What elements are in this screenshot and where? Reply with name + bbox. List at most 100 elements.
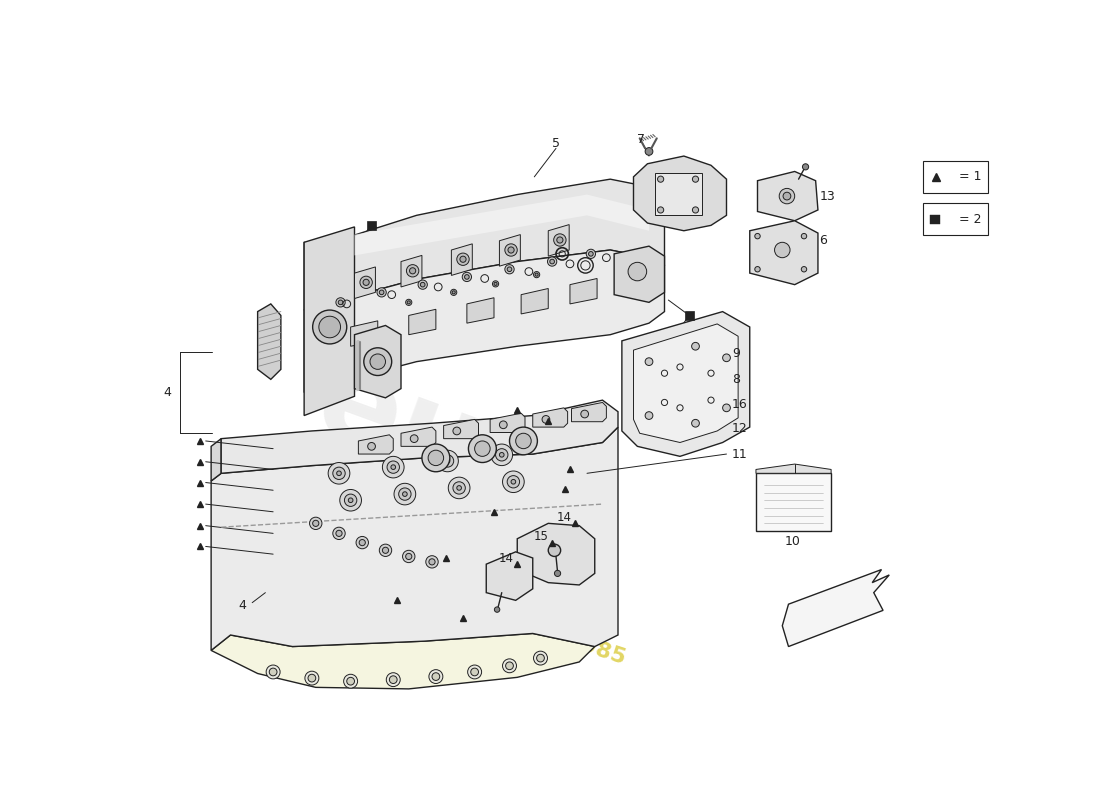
Circle shape <box>349 498 353 502</box>
Text: 4: 4 <box>163 386 170 399</box>
Circle shape <box>507 267 512 271</box>
Polygon shape <box>486 552 532 600</box>
Circle shape <box>508 247 514 253</box>
Circle shape <box>692 342 700 350</box>
Circle shape <box>723 404 730 412</box>
Polygon shape <box>221 400 618 474</box>
Polygon shape <box>451 244 472 275</box>
Polygon shape <box>756 464 832 474</box>
Polygon shape <box>517 523 595 585</box>
Circle shape <box>312 520 319 526</box>
Text: = 1: = 1 <box>959 170 981 183</box>
Polygon shape <box>614 246 664 302</box>
Polygon shape <box>570 278 597 304</box>
Polygon shape <box>354 267 375 298</box>
Circle shape <box>779 188 794 204</box>
Circle shape <box>462 272 472 282</box>
Text: 8: 8 <box>732 373 740 386</box>
Text: a part of parts since 1985: a part of parts since 1985 <box>314 549 628 668</box>
Text: eu: eu <box>301 343 500 511</box>
Circle shape <box>534 651 548 665</box>
Circle shape <box>464 274 470 279</box>
Circle shape <box>692 176 698 182</box>
Circle shape <box>367 442 375 450</box>
Circle shape <box>266 665 280 679</box>
Circle shape <box>456 486 462 490</box>
Circle shape <box>420 282 425 287</box>
Circle shape <box>449 477 470 498</box>
Circle shape <box>452 291 455 294</box>
Circle shape <box>319 316 341 338</box>
Circle shape <box>588 251 593 256</box>
Circle shape <box>338 300 343 305</box>
Polygon shape <box>750 221 818 285</box>
Circle shape <box>586 250 595 258</box>
Polygon shape <box>499 234 520 266</box>
Text: 14: 14 <box>557 511 572 525</box>
Circle shape <box>403 550 415 562</box>
Circle shape <box>379 290 384 294</box>
Circle shape <box>406 299 411 306</box>
Circle shape <box>379 544 392 557</box>
Circle shape <box>506 662 514 670</box>
Polygon shape <box>621 312 750 456</box>
Circle shape <box>494 607 499 612</box>
Circle shape <box>336 298 345 307</box>
Polygon shape <box>521 289 548 314</box>
Circle shape <box>305 671 319 685</box>
Circle shape <box>377 288 386 297</box>
Circle shape <box>645 147 653 155</box>
Circle shape <box>509 427 538 455</box>
Circle shape <box>503 471 525 493</box>
Circle shape <box>407 301 410 304</box>
Circle shape <box>437 450 459 472</box>
Circle shape <box>553 234 566 246</box>
Circle shape <box>692 419 700 427</box>
Polygon shape <box>548 225 569 256</box>
Circle shape <box>328 462 350 484</box>
Circle shape <box>723 354 730 362</box>
Circle shape <box>370 354 385 370</box>
FancyBboxPatch shape <box>923 161 989 193</box>
Circle shape <box>394 483 416 505</box>
Text: 14: 14 <box>498 551 514 565</box>
Text: 9: 9 <box>732 347 740 361</box>
Circle shape <box>755 234 760 239</box>
Polygon shape <box>634 324 738 442</box>
Circle shape <box>343 674 358 688</box>
Polygon shape <box>409 310 436 334</box>
Polygon shape <box>756 474 832 531</box>
Circle shape <box>360 276 372 289</box>
Circle shape <box>469 434 496 462</box>
Circle shape <box>548 544 561 557</box>
Circle shape <box>803 164 808 170</box>
Circle shape <box>344 494 356 506</box>
Circle shape <box>356 537 369 549</box>
Circle shape <box>333 527 345 539</box>
Circle shape <box>512 479 516 484</box>
Text: 5: 5 <box>552 138 560 150</box>
Circle shape <box>581 410 589 418</box>
Circle shape <box>390 465 396 470</box>
Circle shape <box>535 273 538 276</box>
Circle shape <box>499 421 507 429</box>
Polygon shape <box>320 179 664 306</box>
Circle shape <box>493 281 498 287</box>
Circle shape <box>456 253 470 266</box>
Polygon shape <box>782 570 889 646</box>
Circle shape <box>333 467 345 479</box>
Circle shape <box>406 554 411 559</box>
Polygon shape <box>758 171 818 221</box>
Bar <box>367 221 376 230</box>
Circle shape <box>418 280 427 290</box>
Circle shape <box>422 444 450 472</box>
Text: 11: 11 <box>732 447 748 461</box>
Circle shape <box>468 665 482 679</box>
Circle shape <box>471 668 478 676</box>
Circle shape <box>557 237 563 243</box>
Circle shape <box>432 673 440 681</box>
Circle shape <box>409 268 416 274</box>
Circle shape <box>386 673 400 686</box>
Circle shape <box>406 265 419 277</box>
Circle shape <box>503 659 517 673</box>
